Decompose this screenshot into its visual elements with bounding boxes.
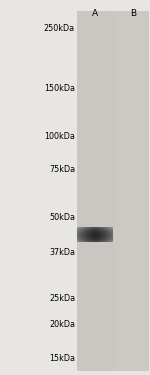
Text: 37kDa: 37kDa	[49, 248, 75, 257]
Text: 150kDa: 150kDa	[44, 84, 75, 93]
Text: 50kDa: 50kDa	[49, 213, 75, 222]
Text: 25kDa: 25kDa	[49, 294, 75, 303]
Text: 15kDa: 15kDa	[49, 354, 75, 363]
Text: 250kDa: 250kDa	[44, 24, 75, 33]
Text: B: B	[130, 9, 136, 18]
Bar	[76, 11, 148, 371]
Text: 75kDa: 75kDa	[49, 165, 75, 174]
Text: 20kDa: 20kDa	[49, 320, 75, 329]
Text: 100kDa: 100kDa	[44, 132, 75, 141]
Bar	[76, 11, 114, 371]
Text: A: A	[92, 9, 98, 18]
Bar	[117, 11, 148, 371]
